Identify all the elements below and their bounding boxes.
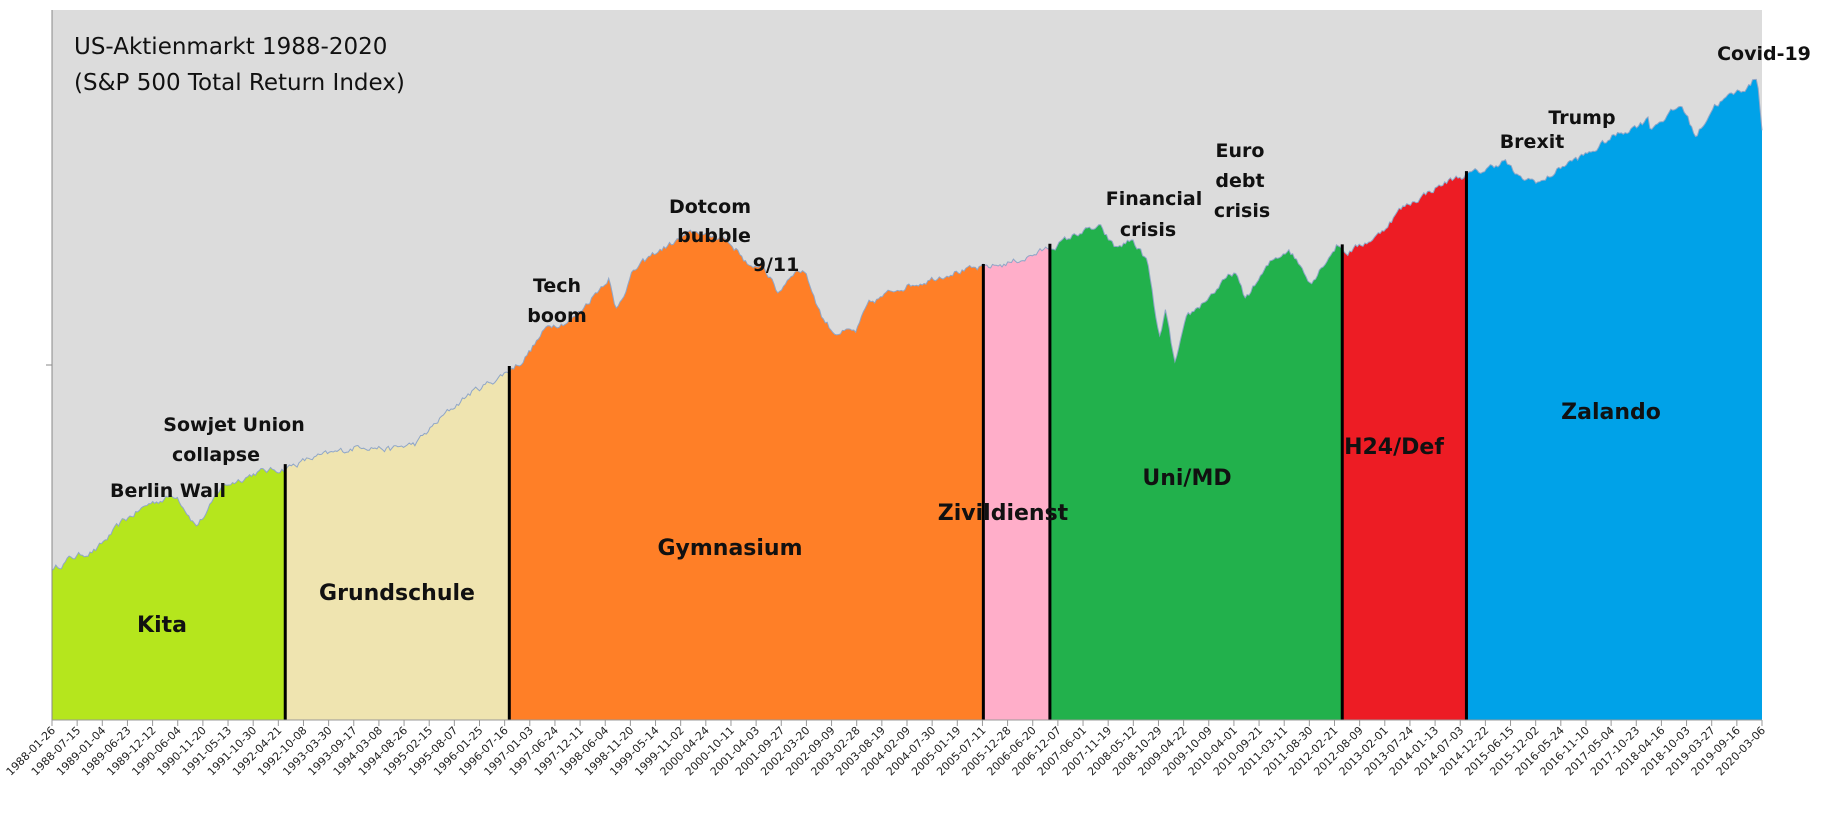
annotation-tech: Tech [533,275,581,297]
chart-title: US-Aktienmarkt 1988-2020 [74,34,387,60]
annotation-brexit: Brexit [1500,131,1565,153]
phase-area-5 [1342,174,1467,720]
phase-label-uni-md: Uni/MD [1142,466,1231,491]
annotation-9-11: 9/11 [753,254,800,276]
phase-area-3 [983,247,1050,720]
annotation-collapse: collapse [172,444,260,466]
chart-subtitle: (S&P 500 Total Return Index) [74,70,405,96]
annotation-boom: boom [527,305,587,327]
annotation-crisis-financial: crisis [1120,219,1176,241]
phase-label-h24-def: H24/Def [1344,435,1444,460]
annotation-euro: Euro [1216,140,1265,162]
phase-label-zivildienst: Zivildienst [938,501,1069,526]
phase-area-1 [285,370,510,720]
annotation-crisis-euro: crisis [1214,200,1270,222]
annotation-sowjet-union: Sowjet Union [163,414,304,436]
phase-area-0 [52,467,286,720]
annotation-financial: Financial [1106,188,1202,210]
phase-label-gymnasium: Gymnasium [657,536,802,561]
phase-label-kita: Kita [137,613,187,638]
index-line [51,78,1763,571]
annotation-covid-19: Covid-19 [1717,43,1811,65]
phase-areas [52,79,1762,720]
annotation-bubble: bubble [677,225,751,247]
phase-label-zalando: Zalando [1561,400,1661,425]
phase-area-2 [509,230,984,720]
phase-area-6 [1466,79,1762,720]
annotation-dotcom: Dotcom [669,196,751,218]
phase-dividers [283,171,1468,720]
phase-label-grundschule: Grundschule [319,581,475,606]
annotation-debt: debt [1215,170,1264,192]
annotation-berlin-wall: Berlin Wall [110,480,226,502]
x-axis-ticks: 1988-01-261988-07-151989-01-041989-06-23… [4,720,1768,778]
phase-area-4 [1049,224,1343,720]
annotation-trump: Trump [1548,107,1615,129]
